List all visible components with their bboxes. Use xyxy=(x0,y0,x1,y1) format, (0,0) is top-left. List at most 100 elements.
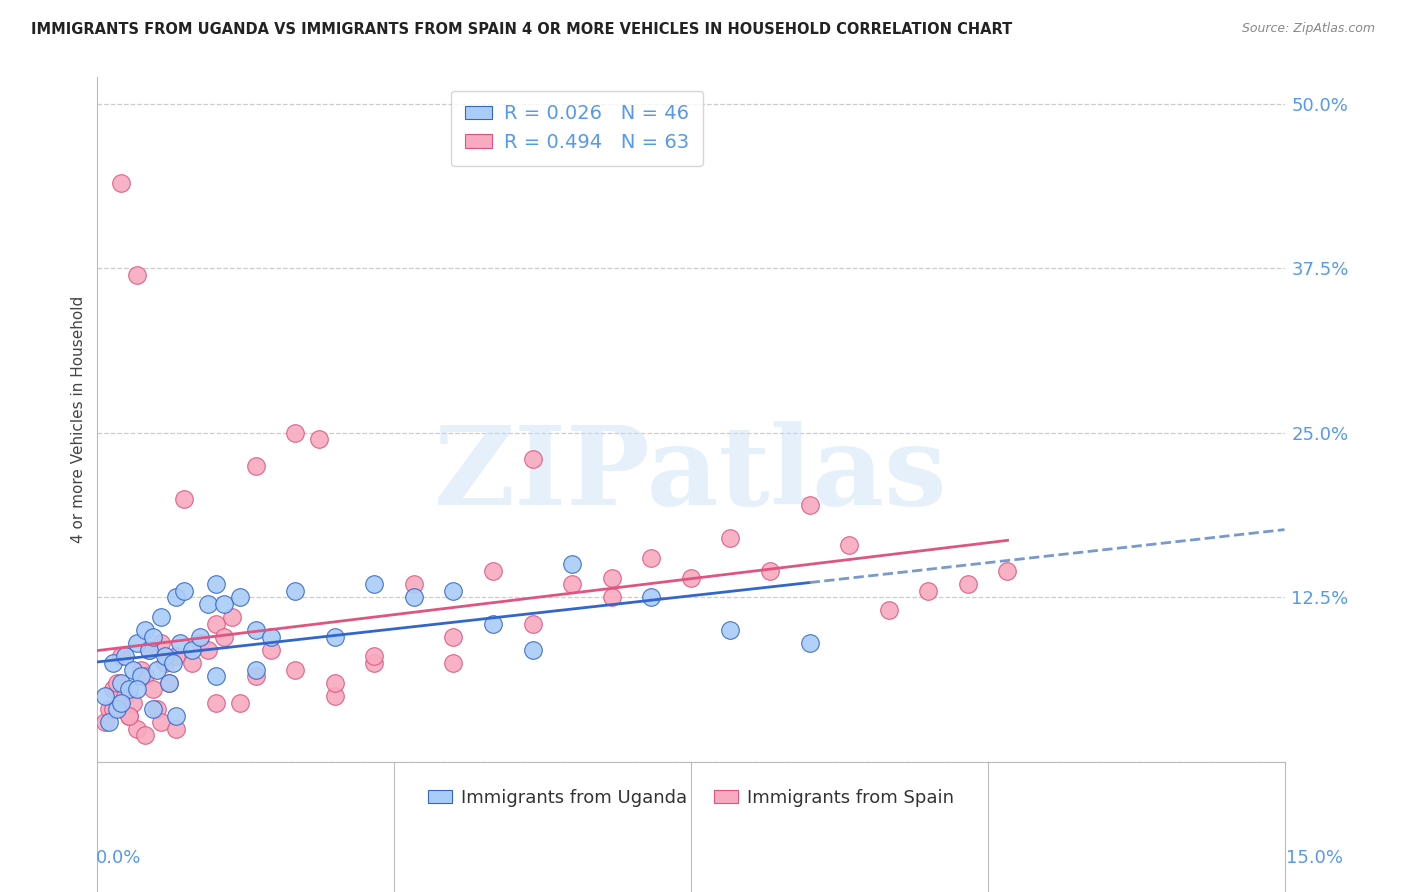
Point xyxy=(149,636,172,650)
Point xyxy=(110,176,132,190)
Point xyxy=(129,669,152,683)
Point xyxy=(166,591,188,605)
Point xyxy=(260,643,283,657)
Point xyxy=(245,669,267,683)
Text: IMMIGRANTS FROM UGANDA VS IMMIGRANTS FROM SPAIN 4 OR MORE VEHICLES IN HOUSEHOLD : IMMIGRANTS FROM UGANDA VS IMMIGRANTS FRO… xyxy=(31,22,1012,37)
Point xyxy=(110,696,132,710)
Point xyxy=(153,649,176,664)
Point xyxy=(522,616,544,631)
Point xyxy=(443,630,465,644)
Point xyxy=(125,636,148,650)
Point xyxy=(561,558,583,572)
Point xyxy=(118,708,141,723)
Point xyxy=(101,682,124,697)
Point xyxy=(169,636,191,650)
Point xyxy=(221,610,243,624)
Point xyxy=(212,597,235,611)
Point xyxy=(308,433,330,447)
Point xyxy=(284,663,307,677)
Point xyxy=(260,630,283,644)
Point xyxy=(114,649,136,664)
Point xyxy=(229,696,252,710)
Point xyxy=(363,649,385,664)
Point xyxy=(110,649,132,664)
Point xyxy=(522,643,544,657)
Point xyxy=(799,498,821,512)
Point xyxy=(125,722,148,736)
Point xyxy=(640,591,662,605)
Point xyxy=(212,630,235,644)
Point xyxy=(145,702,167,716)
Point xyxy=(122,696,145,710)
Point xyxy=(482,564,505,578)
Point xyxy=(122,663,145,677)
Point xyxy=(363,656,385,670)
Text: 0.0%: 0.0% xyxy=(96,849,141,867)
Point xyxy=(138,643,160,657)
Point xyxy=(245,458,267,473)
Point xyxy=(118,682,141,697)
Point xyxy=(205,616,228,631)
Point xyxy=(118,708,141,723)
Point xyxy=(98,702,121,716)
Point xyxy=(197,643,219,657)
Point xyxy=(166,649,188,664)
Point xyxy=(443,583,465,598)
Point xyxy=(997,564,1019,578)
Point xyxy=(679,570,702,584)
Point xyxy=(956,577,979,591)
Point xyxy=(363,577,385,591)
Point xyxy=(129,663,152,677)
Point xyxy=(125,268,148,282)
Point xyxy=(402,591,425,605)
Y-axis label: 4 or more Vehicles in Household: 4 or more Vehicles in Household xyxy=(72,296,86,543)
Point xyxy=(142,702,165,716)
Point xyxy=(245,663,267,677)
Point xyxy=(640,550,662,565)
Point xyxy=(149,715,172,730)
Point xyxy=(323,689,346,703)
Point xyxy=(188,636,211,650)
Point xyxy=(94,689,117,703)
Text: Source: ZipAtlas.com: Source: ZipAtlas.com xyxy=(1241,22,1375,36)
Point xyxy=(284,425,307,440)
Point xyxy=(145,663,167,677)
Point xyxy=(205,577,228,591)
Point xyxy=(134,728,156,742)
Point xyxy=(142,630,165,644)
Point xyxy=(110,675,132,690)
Point xyxy=(166,708,188,723)
Point xyxy=(105,702,128,716)
Point xyxy=(443,656,465,670)
Point xyxy=(600,570,623,584)
Point xyxy=(205,669,228,683)
Point xyxy=(142,682,165,697)
Point xyxy=(284,583,307,598)
Point xyxy=(720,531,742,545)
Point xyxy=(482,616,505,631)
Point xyxy=(134,623,156,637)
Legend: Immigrants from Uganda, Immigrants from Spain: Immigrants from Uganda, Immigrants from … xyxy=(422,782,960,814)
Point xyxy=(157,675,180,690)
Point xyxy=(162,656,184,670)
Point xyxy=(153,656,176,670)
Point xyxy=(197,597,219,611)
Point xyxy=(522,452,544,467)
Point xyxy=(600,591,623,605)
Point xyxy=(166,722,188,736)
Point xyxy=(138,643,160,657)
Point xyxy=(323,675,346,690)
Point xyxy=(98,715,121,730)
Point xyxy=(149,610,172,624)
Point xyxy=(917,583,939,598)
Point xyxy=(173,583,195,598)
Point xyxy=(101,656,124,670)
Point xyxy=(205,696,228,710)
Point xyxy=(134,669,156,683)
Point xyxy=(838,538,860,552)
Text: ZIPatlas: ZIPatlas xyxy=(434,421,948,528)
Point xyxy=(173,491,195,506)
Point xyxy=(114,689,136,703)
Point xyxy=(229,591,252,605)
Point xyxy=(94,715,117,730)
